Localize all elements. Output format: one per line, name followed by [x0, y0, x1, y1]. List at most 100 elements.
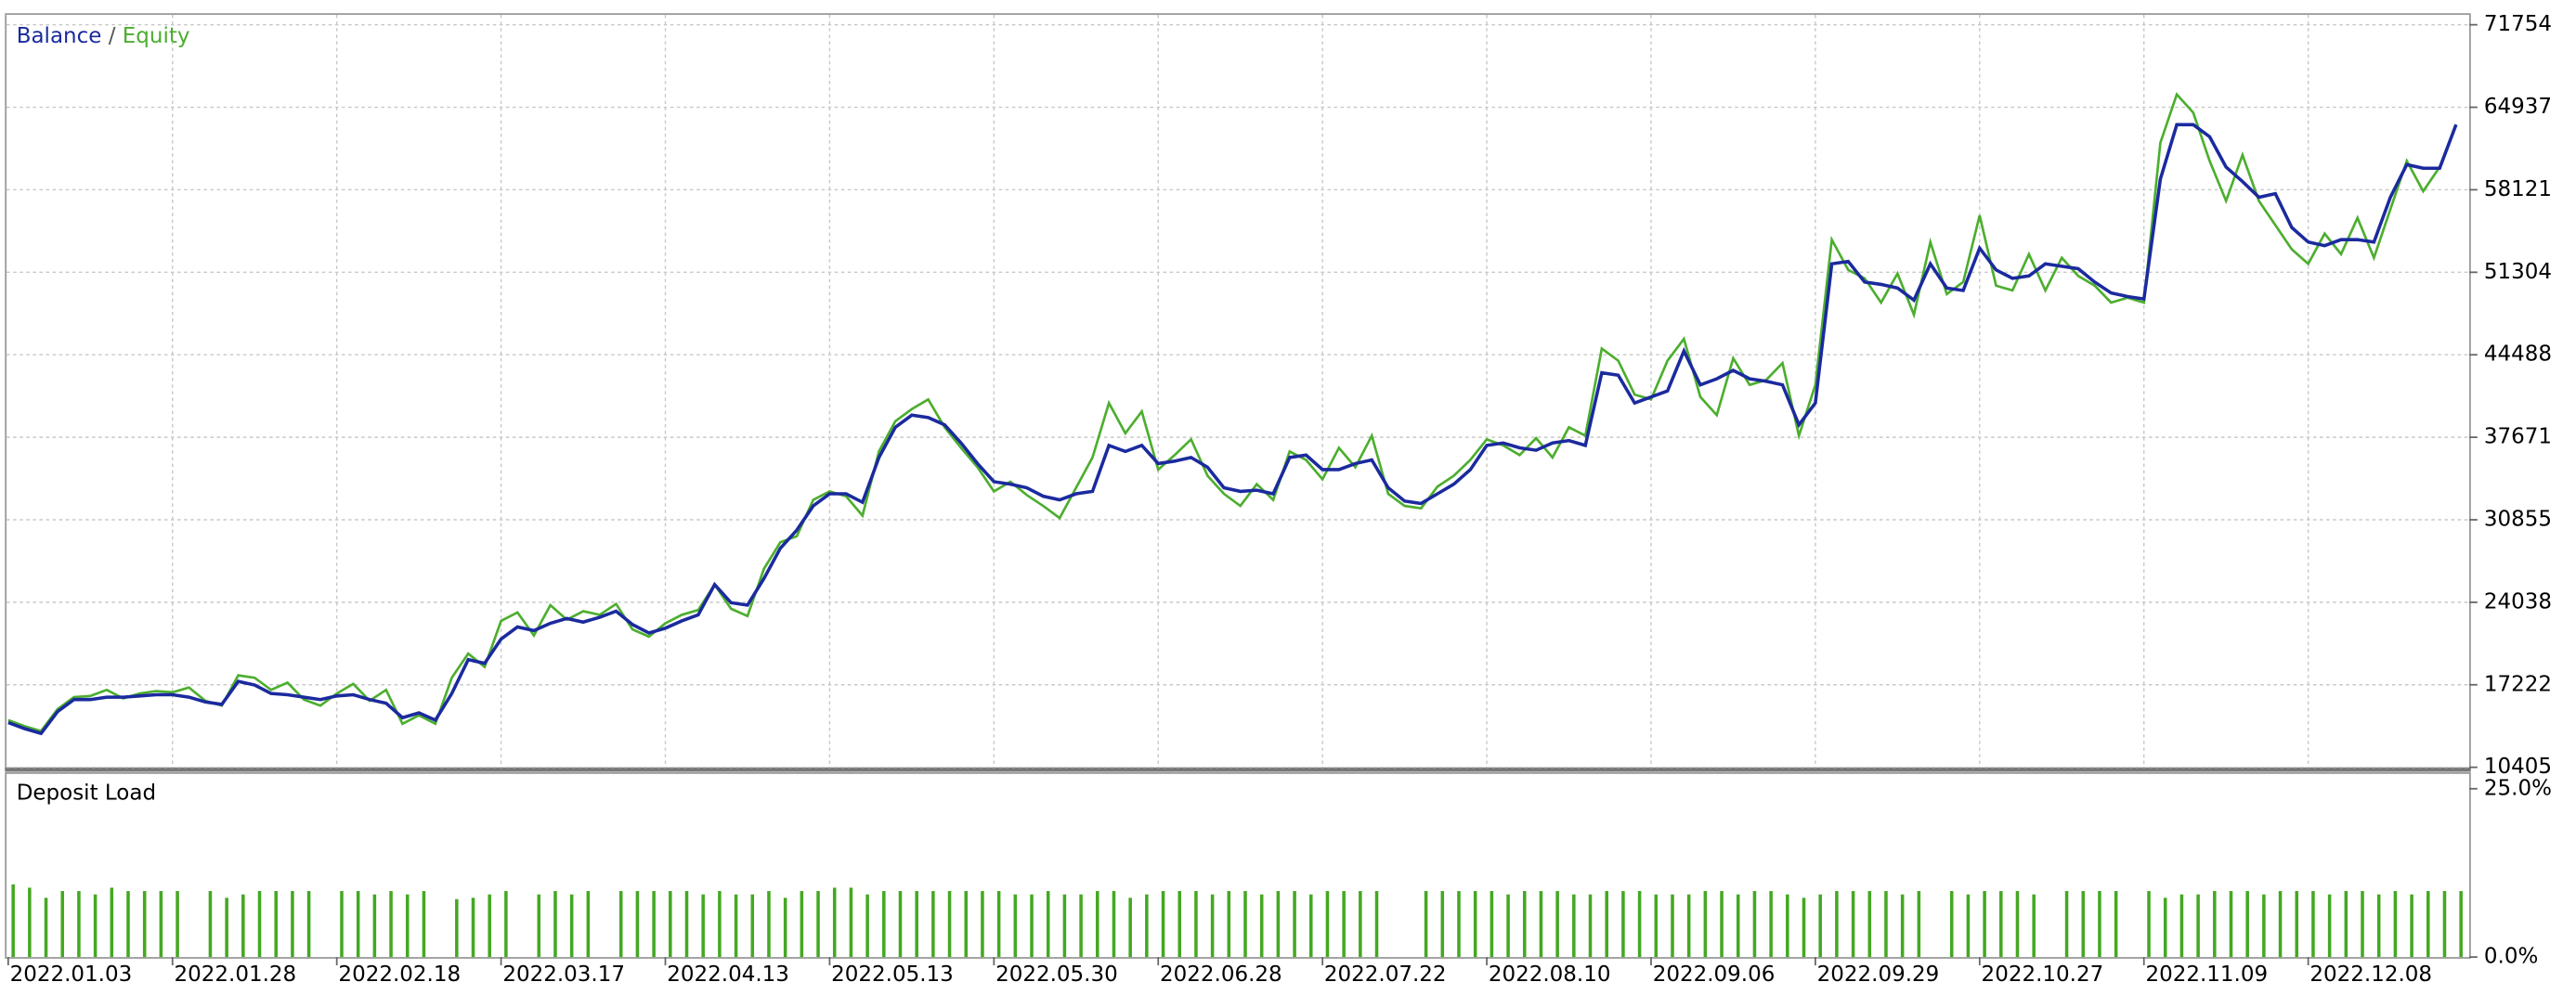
bar	[389, 891, 393, 958]
bar	[2179, 894, 2184, 958]
bar	[471, 898, 475, 958]
bar	[2163, 898, 2167, 958]
bar	[816, 891, 820, 958]
bar	[1555, 891, 1559, 958]
bar	[1457, 891, 1461, 958]
bar	[2032, 894, 2036, 958]
bar	[455, 898, 459, 958]
bar	[28, 887, 32, 958]
legend-entry: Equity	[123, 24, 190, 48]
bar	[1506, 894, 1510, 958]
bar	[981, 891, 984, 958]
bar	[1308, 894, 1313, 958]
bar	[1949, 891, 1954, 958]
bar	[537, 894, 541, 958]
bar	[1786, 894, 1789, 958]
bar	[915, 891, 918, 958]
bar	[1835, 891, 1839, 958]
bar	[2295, 891, 2299, 958]
labels-layer: 10405 17222 24038 30855 37671 44488 51304 58121…	[7, 12, 2552, 987]
y-tick-label: 0.0%	[2484, 945, 2538, 969]
x-tick-label: 2022.04.13	[667, 963, 789, 987]
marks-layer	[7, 92, 2463, 958]
bar	[1769, 891, 1773, 958]
bar	[832, 887, 837, 958]
bar	[931, 891, 935, 958]
bar	[504, 891, 508, 958]
bar	[2393, 891, 2398, 958]
bar	[1671, 894, 1674, 958]
bar	[2361, 891, 2364, 958]
bar	[1802, 898, 1806, 958]
x-tick-label: 2022.05.30	[995, 963, 1118, 987]
bar	[1605, 891, 1608, 958]
bar	[1046, 891, 1050, 958]
bar	[2081, 891, 2086, 958]
bar	[1342, 891, 1346, 958]
bar	[849, 887, 853, 958]
bar	[783, 898, 787, 958]
x-tick-label: 2022.03.17	[502, 963, 625, 987]
bar	[340, 891, 344, 958]
sub-title: Deposit Load	[17, 782, 156, 806]
bar	[2410, 894, 2413, 958]
x-tick-label: 2022.11.09	[2145, 963, 2268, 987]
bar	[1177, 891, 1182, 958]
bar	[1966, 894, 1971, 958]
bar	[2426, 891, 2430, 958]
series-line	[7, 92, 2458, 733]
legend: Balance / Equity	[17, 24, 190, 48]
bar	[356, 891, 360, 958]
bar	[274, 891, 278, 958]
y-tick-label: 44488	[2484, 342, 2552, 367]
bar	[1867, 891, 1872, 958]
bar	[1161, 891, 1165, 958]
bar	[767, 891, 771, 958]
bar	[865, 894, 869, 958]
bar	[2376, 894, 2381, 958]
bar	[1276, 891, 1281, 958]
bar	[1818, 894, 1822, 958]
bar	[669, 891, 672, 958]
bar	[1096, 891, 1099, 958]
bar	[618, 891, 623, 958]
bar	[701, 894, 705, 958]
bar	[1359, 891, 1362, 958]
bar	[2213, 891, 2217, 958]
bar	[2015, 891, 2020, 958]
bar	[142, 891, 147, 958]
bar	[2311, 891, 2315, 958]
bar	[1686, 894, 1691, 958]
bar	[996, 891, 1001, 958]
bar	[1325, 891, 1330, 958]
bar	[1259, 894, 1264, 958]
bar	[1062, 894, 1067, 958]
bar	[1293, 891, 1296, 958]
bar	[569, 894, 574, 958]
bar	[77, 891, 81, 958]
bar	[635, 891, 640, 958]
bar	[2344, 891, 2348, 958]
bar	[93, 894, 98, 958]
bar	[1851, 891, 1855, 958]
bar	[372, 894, 377, 958]
bar	[1490, 891, 1494, 958]
bar	[1539, 891, 1543, 958]
bar	[1720, 891, 1724, 958]
x-tick-label: 2022.05.13	[831, 963, 954, 987]
sub-frame	[5, 771, 2471, 959]
bar	[2245, 891, 2249, 958]
bar	[882, 891, 886, 958]
bar	[1194, 891, 1198, 958]
bar	[405, 894, 410, 958]
y-tick-label: 37671	[2484, 425, 2552, 449]
bar	[1654, 894, 1659, 958]
y-tick-label: 17222	[2484, 672, 2552, 696]
bar	[422, 891, 426, 958]
y-tick-label: 58121	[2484, 177, 2552, 201]
x-tick-label: 2022.02.18	[338, 963, 461, 987]
bar	[1079, 894, 1083, 958]
bar	[800, 891, 804, 958]
bar	[1128, 898, 1132, 958]
